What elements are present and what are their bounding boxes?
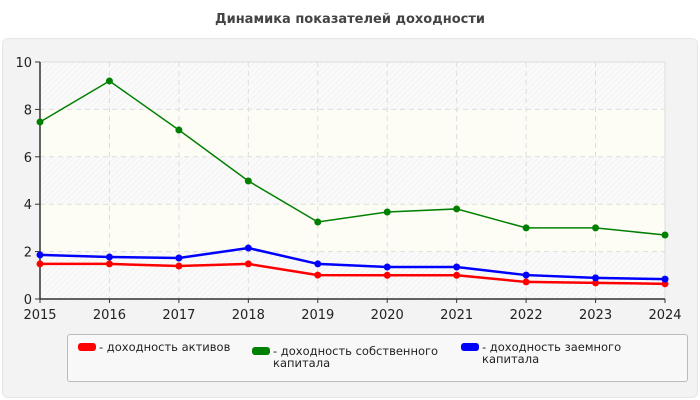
legend-item-debt: - доходность заемного капитала <box>461 341 641 365</box>
data-point <box>175 262 183 270</box>
data-point <box>36 260 44 268</box>
plot-area <box>40 62 665 299</box>
data-point <box>453 263 461 271</box>
x-tick-label: 2021 <box>440 308 473 323</box>
y-tick-label: 8 <box>24 103 32 118</box>
chart-title: Динамика показателей доходности <box>215 12 485 27</box>
data-point <box>522 224 530 232</box>
x-tick-label: 2020 <box>371 308 404 323</box>
y-tick-label: 10 <box>15 56 32 71</box>
plot-band <box>40 109 665 157</box>
x-tick-label: 2023 <box>579 308 612 323</box>
x-tick-label: 2024 <box>648 308 681 323</box>
data-point <box>383 271 391 279</box>
x-tick-label: 2016 <box>93 308 126 323</box>
data-point <box>244 260 252 268</box>
legend-swatch-green <box>252 347 270 355</box>
data-point <box>244 244 252 252</box>
data-point <box>244 177 252 185</box>
series-line <box>39 246 666 281</box>
data-point <box>592 279 600 287</box>
data-point <box>175 126 183 134</box>
y-tick-label: 2 <box>24 246 32 261</box>
legend-swatch-blue <box>461 343 479 351</box>
x-tick-label: 2018 <box>232 308 265 323</box>
legend-label: - доходность собственного капитала <box>273 344 439 370</box>
data-point <box>314 271 322 279</box>
x-tick-label: 2017 <box>162 308 195 323</box>
data-point <box>383 208 391 216</box>
y-tick-label: 4 <box>24 198 32 213</box>
x-tick-label: 2019 <box>301 308 334 323</box>
data-point <box>592 224 600 232</box>
data-point <box>522 278 530 286</box>
y-tick-label: 0 <box>24 293 32 308</box>
data-point <box>661 275 669 283</box>
data-point <box>314 260 322 268</box>
data-point <box>105 253 113 261</box>
data-point <box>522 271 530 279</box>
data-point <box>36 251 44 259</box>
data-point <box>314 218 322 226</box>
data-point <box>383 263 391 271</box>
y-tick-label: 6 <box>24 151 32 166</box>
legend-item-equity: - доходность собственного капитала <box>252 345 452 369</box>
data-point <box>453 271 461 279</box>
x-tick-label: 2022 <box>510 308 543 323</box>
legend: - доходность активов - доходность собств… <box>67 334 688 382</box>
data-point <box>453 205 461 213</box>
legend-swatch-red <box>78 343 96 351</box>
data-point <box>105 77 113 85</box>
data-point <box>592 274 600 282</box>
series-line <box>40 262 666 286</box>
data-point <box>175 254 183 262</box>
x-tick-label: 2015 <box>23 308 56 323</box>
data-point <box>105 260 113 268</box>
data-point <box>36 118 44 126</box>
legend-label: - доходность активов <box>99 340 231 354</box>
data-point <box>661 231 669 239</box>
legend-item-assets: - доходность активов <box>78 341 248 353</box>
legend-label: - доходность заемного капитала <box>482 340 622 366</box>
series-line <box>39 80 666 236</box>
